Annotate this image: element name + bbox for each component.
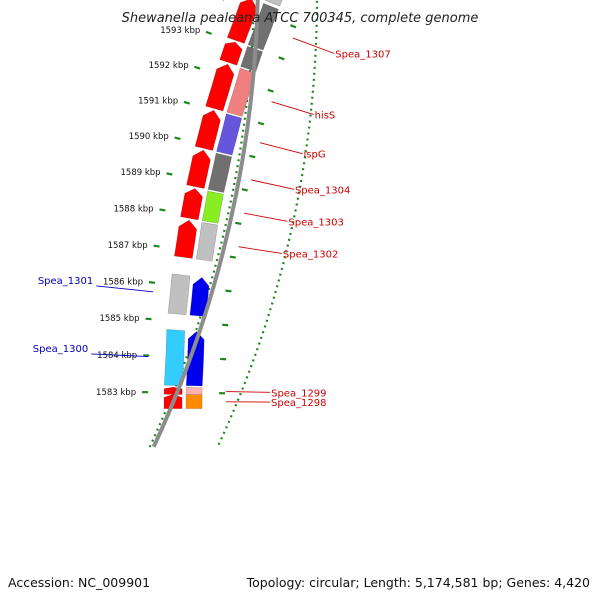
gene-label: Spea_1298: [271, 398, 326, 409]
tick-label: 1592 kbp: [149, 61, 189, 71]
tick-dotted-rings: [148, 0, 318, 448]
gene-label-leader: [91, 353, 149, 357]
gene-features: [163, 0, 283, 409]
tick-mark-outer: [205, 30, 212, 35]
tick-label: 1593 kbp: [160, 26, 200, 36]
tick-label: 1586 kbp: [103, 277, 143, 287]
tick-mark-outer: [153, 244, 160, 248]
gene-label: Spea_1300: [33, 344, 88, 355]
tick-mark-outer: [159, 208, 166, 212]
gene-label: Spea_1301: [38, 276, 93, 287]
tick-label: 1590 kbp: [129, 132, 169, 142]
backbone-arc: [151, 0, 260, 448]
tick-mark-inner: [241, 188, 248, 192]
tick-label: 1591 kbp: [138, 96, 178, 106]
gene-label-leader: [238, 246, 282, 254]
gene-label-leader: [259, 142, 303, 155]
tick-mark-outer: [183, 100, 190, 105]
tick-mark-inner: [229, 255, 236, 259]
tick-label: 1584 kbp: [97, 351, 137, 361]
gene-arrow: [174, 219, 197, 259]
tick-marks: 1583 kbp 1584 kbp 1585 kbp 1586 kbp 1587 kbp…: [96, 0, 297, 398]
gene-label: Spea_1302: [283, 249, 338, 260]
topology-summary: Topology: circular; Length: 5,174,581 bp…: [246, 575, 590, 590]
tick-label: 1587 kbp: [108, 241, 148, 251]
gene-arrow: [205, 63, 235, 112]
gene-feature-block: [240, 46, 263, 72]
gene-label: Spea_1307: [335, 49, 390, 60]
gene-label: Spea_1304: [295, 185, 350, 196]
gene-feature-block: [216, 113, 243, 156]
tick-mark-inner: [235, 221, 242, 225]
gene-label-leader: [226, 391, 271, 393]
gene-label-leader: [244, 212, 288, 222]
tick-mark-inner: [290, 24, 297, 29]
accession-text: Accession: NC_009901: [8, 575, 150, 590]
gene-label-leader: [292, 37, 335, 54]
gene-feature-block: [264, 0, 283, 7]
gene-arrow: [226, 0, 258, 44]
tick-mark-inner: [257, 121, 265, 126]
gene-feature-block: [207, 152, 233, 193]
gene-label: ispG: [304, 150, 326, 161]
tick-mark-outer: [148, 281, 156, 284]
gene-feature-block: [185, 394, 203, 409]
tick-label: 1583 kbp: [96, 388, 136, 398]
tick-mark-inner: [267, 88, 274, 93]
outer-dotted-ring: [148, 0, 256, 448]
tick-mark-outer: [174, 136, 181, 141]
gene-feature-block: [195, 221, 218, 262]
gene-feature-block: [185, 387, 203, 395]
gene-feature-block: [201, 190, 224, 224]
tick-label: 1585 kbp: [99, 314, 139, 324]
gene-feature-block: [167, 273, 191, 316]
genome-backbone: [151, 0, 260, 448]
gene-label: Spea_1303: [288, 217, 343, 228]
tick-mark-outer: [166, 172, 173, 176]
gene-label: Spea_1299: [271, 388, 326, 399]
tick-mark-inner: [225, 289, 232, 293]
tick-label: 1589 kbp: [121, 168, 161, 178]
tick-mark-inner: [278, 56, 285, 61]
gene-label-leader: [271, 101, 314, 115]
gene-label-leader: [96, 285, 154, 293]
tick-label: 1594 kbp: [173, 0, 213, 1]
gene-label-leader: [250, 179, 295, 190]
tick-mark-inner: [249, 154, 256, 159]
map-title: Shewanella pealeana ATCC 700345, complet…: [122, 11, 479, 26]
gene-label: hisS: [315, 110, 336, 121]
gene-arrow: [194, 109, 221, 151]
tick-mark-outer: [194, 65, 201, 70]
gene-arrow: [186, 149, 211, 189]
gene-arrow: [180, 188, 203, 221]
tick-label: 1588 kbp: [113, 204, 153, 214]
gene-arrow: [219, 41, 243, 66]
